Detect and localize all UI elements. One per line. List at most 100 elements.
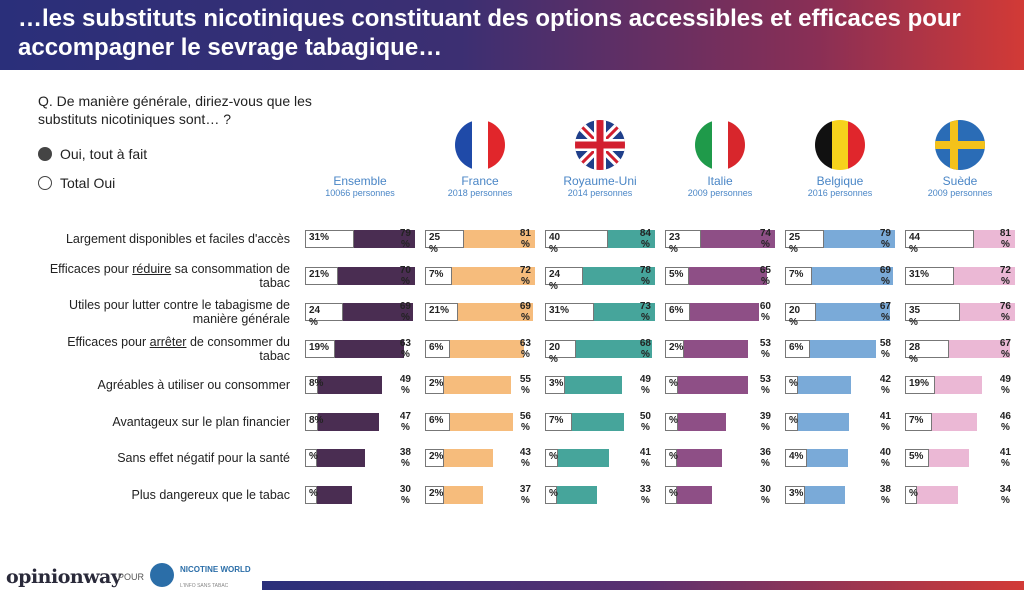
bar: 20 % 68 % bbox=[545, 337, 655, 365]
footer-bar bbox=[262, 581, 1024, 590]
total-oui-value: 33 % bbox=[639, 483, 651, 506]
tout-a-fait-value: 25 % bbox=[789, 232, 801, 255]
header-banner: …les substituts nicotiniques constituant… bbox=[0, 0, 1024, 70]
total-oui-value: 81 % bbox=[999, 228, 1011, 250]
legend-item-total-oui: Total Oui bbox=[38, 175, 115, 191]
bar: 20 % 67 % bbox=[785, 301, 895, 328]
tout-a-fait-value: 20 % bbox=[549, 341, 561, 365]
tout-a-fait-value: 2% bbox=[429, 487, 444, 499]
total-oui-value: 55 % bbox=[519, 374, 531, 396]
total-oui-value: 49 % bbox=[399, 374, 411, 396]
category-label-part: sa consommation de tabac bbox=[171, 261, 290, 290]
tout-a-fait-bar: % bbox=[665, 485, 678, 504]
france-flag-icon bbox=[455, 120, 505, 170]
tout-a-fait-bar: % bbox=[545, 449, 558, 467]
nicotine-world-icon bbox=[150, 563, 174, 587]
column-header: Royaume-Uni 2014 personnes bbox=[545, 120, 655, 198]
total-oui-value: 84 % bbox=[639, 228, 651, 250]
total-oui-bar bbox=[425, 376, 512, 394]
tout-a-fait-bar: 2% bbox=[425, 376, 444, 394]
nicotine-world-label: NICOTINE WORLD bbox=[180, 565, 251, 574]
bar: 24 % 78 % bbox=[545, 265, 655, 292]
column-sample: 2016 personnes bbox=[807, 188, 873, 198]
bar: % 34 % bbox=[905, 484, 1015, 506]
tout-a-fait-value: % bbox=[669, 451, 678, 462]
tout-a-fait-value: 40 % bbox=[549, 232, 561, 255]
total-oui-bar bbox=[305, 449, 365, 467]
column-header: Belgique 2016 personnes bbox=[785, 120, 895, 198]
tout-a-fait-value: 31% bbox=[549, 305, 570, 316]
tout-a-fait-bar: % bbox=[665, 449, 678, 467]
total-oui-bar bbox=[545, 449, 610, 467]
category-label: Efficaces pour arrêter de consommer du t… bbox=[40, 335, 290, 363]
total-oui-value: 41 % bbox=[999, 447, 1011, 469]
bar: 31% 72 % bbox=[905, 265, 1015, 287]
bar: 2% 37 % bbox=[425, 484, 535, 506]
bar: 2% 53 % bbox=[665, 338, 775, 360]
total-oui-value: 69 % bbox=[519, 301, 531, 323]
tout-a-fait-bar: 25 % bbox=[785, 230, 825, 255]
bar: 7% 50 % bbox=[545, 411, 655, 433]
bar: 4% 40 % bbox=[785, 447, 895, 469]
filled-dot-icon bbox=[38, 147, 52, 161]
tout-a-fait-bar: 44 % bbox=[905, 230, 975, 255]
tout-a-fait-value: 6% bbox=[429, 341, 444, 353]
tout-a-fait-value: 19% bbox=[909, 378, 930, 389]
bar: 7% 72 % bbox=[425, 265, 535, 287]
total-oui-value: 63 % bbox=[519, 337, 531, 360]
bar: 40 % 84 % bbox=[545, 228, 655, 255]
tout-a-fait-value: 6% bbox=[429, 414, 444, 426]
bar: 24 % 69 % bbox=[305, 301, 415, 328]
column-sample: 2009 personnes bbox=[927, 188, 993, 198]
total-oui-value: 70 % bbox=[399, 264, 411, 287]
tout-a-fait-bar: 23 % bbox=[665, 230, 702, 255]
tout-a-fait-value: % bbox=[669, 487, 678, 499]
tout-a-fait-bar: 2% bbox=[425, 485, 444, 504]
bar: 19% 63 % bbox=[305, 338, 415, 360]
bar: 3% 38 % bbox=[785, 484, 895, 506]
tout-a-fait-value: 35 % bbox=[909, 305, 921, 328]
pour-label: POUR bbox=[118, 572, 145, 582]
bar: 8% 49 % bbox=[305, 374, 415, 396]
tout-a-fait-value: 7% bbox=[789, 268, 804, 280]
belgium-flag-icon bbox=[815, 120, 865, 170]
total-oui-value: 68 % bbox=[639, 337, 651, 360]
total-oui-bar bbox=[665, 376, 749, 394]
tout-a-fait-bar: % bbox=[545, 485, 558, 504]
bar: 25 % 79 % bbox=[785, 228, 895, 255]
uk-flag-icon bbox=[575, 120, 625, 170]
total-oui-bar bbox=[425, 266, 535, 285]
tout-a-fait-value: 24 % bbox=[549, 268, 561, 292]
category-label-part: Agréables à utiliser ou consommer bbox=[97, 378, 290, 392]
tout-a-fait-bar: 6% bbox=[665, 303, 691, 321]
bar: 8% 47 % bbox=[305, 411, 415, 433]
tout-a-fait-bar: % bbox=[305, 485, 318, 504]
tout-a-fait-bar: 20 % bbox=[545, 339, 577, 365]
column-header: Italie 2009 personnes bbox=[665, 120, 775, 198]
sweden-flag-icon bbox=[935, 120, 985, 170]
tout-a-fait-value: 3% bbox=[789, 487, 804, 499]
tout-a-fait-value: % bbox=[309, 487, 318, 499]
bar: 35 % 76 % bbox=[905, 301, 1015, 328]
bar: % 36 % bbox=[665, 447, 775, 469]
bar: 21% 70 % bbox=[305, 264, 415, 287]
tout-a-fait-bar: 2% bbox=[425, 449, 444, 467]
tout-a-fait-value: 8% bbox=[309, 414, 324, 426]
tout-a-fait-value: % bbox=[549, 451, 558, 462]
tout-a-fait-value: % bbox=[549, 487, 558, 499]
tout-a-fait-value: 19% bbox=[309, 341, 330, 353]
bar: 31% 73 % bbox=[545, 301, 655, 323]
total-oui-bar bbox=[665, 412, 727, 431]
tout-a-fait-value: 7% bbox=[909, 414, 924, 426]
total-oui-value: 67 % bbox=[879, 301, 891, 323]
total-oui-bar bbox=[665, 449, 722, 467]
total-oui-value: 36 % bbox=[759, 447, 771, 469]
tout-a-fait-bar: 7% bbox=[785, 266, 812, 285]
tout-a-fait-value: 2% bbox=[669, 341, 684, 353]
tout-a-fait-bar: 19% bbox=[305, 339, 335, 358]
tout-a-fait-value: 5% bbox=[909, 451, 924, 462]
total-oui-value: 41 % bbox=[639, 447, 651, 469]
category-label-part: de consommer du tabac bbox=[186, 334, 290, 363]
category-label-part: Sans effet négatif pour la santé bbox=[117, 451, 290, 465]
bar: 25 % 81 % bbox=[425, 228, 535, 255]
